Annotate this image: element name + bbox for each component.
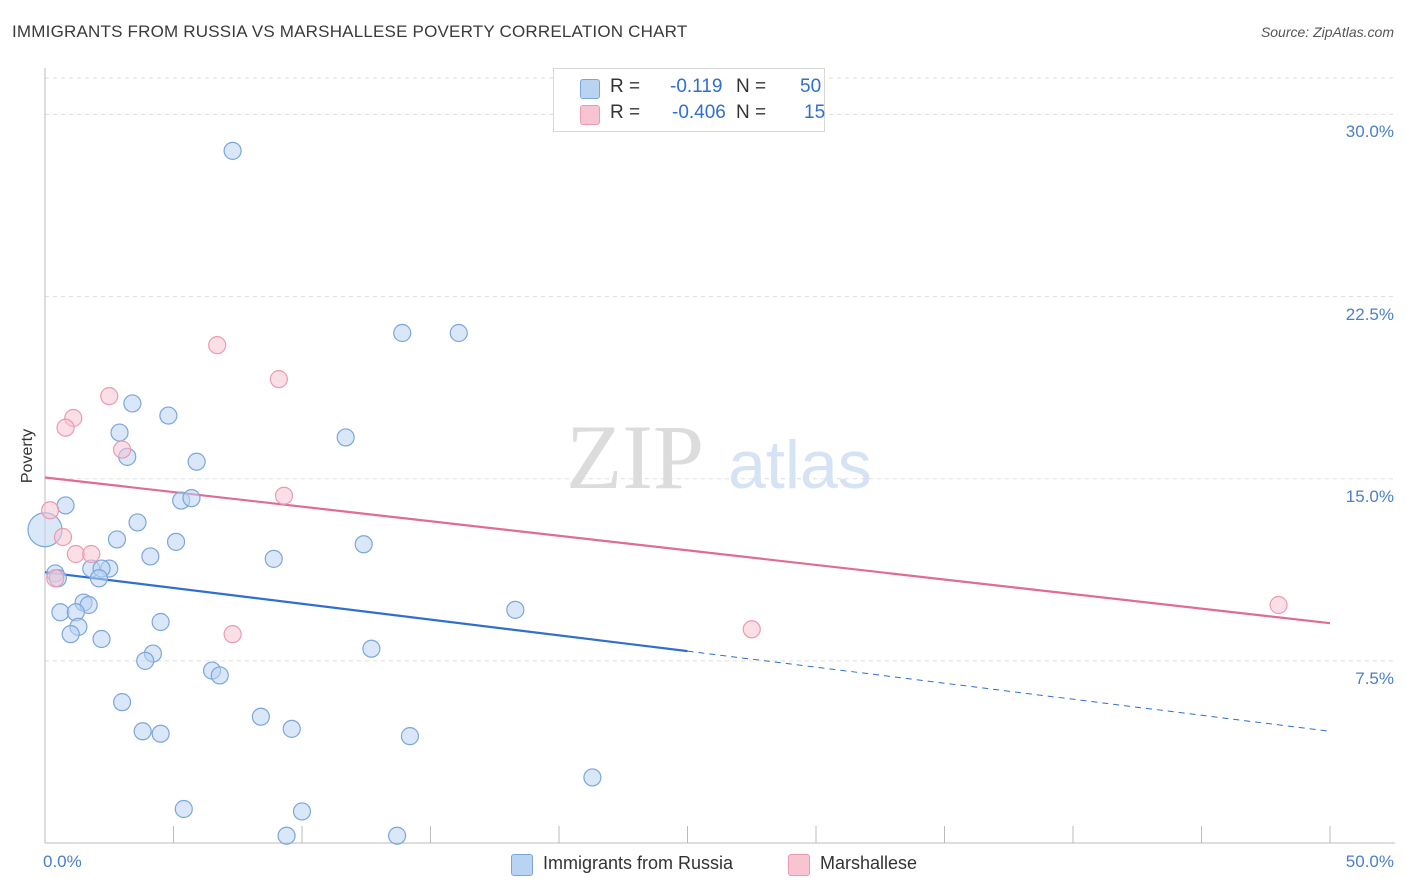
point-marshallese	[269, 370, 288, 389]
point-russia	[136, 651, 155, 670]
stats-r-value: -0.406	[672, 102, 726, 123]
stats-n-label: N =	[736, 102, 767, 123]
point-russia	[166, 532, 186, 551]
trend-line-russia-extension	[687, 650, 1331, 732]
point-russia	[61, 625, 80, 644]
point-russia	[107, 530, 127, 549]
y-tick-label: 22.5%	[1345, 304, 1394, 324]
y-tick-label: 15.0%	[1345, 486, 1394, 506]
point-russia	[151, 612, 170, 632]
point-layer	[27, 141, 1288, 845]
stats-r-label: R =	[610, 76, 641, 97]
point-marshallese	[223, 625, 242, 644]
stats-r-label: R =	[610, 102, 641, 123]
point-russia	[393, 323, 412, 343]
point-russia	[506, 600, 525, 619]
chart-title: IMMIGRANTS FROM RUSSIA VS MARSHALLESE PO…	[12, 22, 688, 41]
point-russia	[210, 666, 229, 685]
chart-source: Source: ZipAtlas.com	[1260, 24, 1394, 40]
point-marshallese	[208, 336, 227, 355]
point-russia	[151, 724, 170, 743]
point-marshallese	[1269, 595, 1288, 615]
axis-layer	[44, 68, 1395, 844]
point-marshallese	[41, 501, 60, 520]
point-marshallese	[56, 418, 75, 437]
stats-swatch-marshallese	[580, 105, 600, 125]
point-russia	[400, 727, 420, 746]
point-russia	[56, 496, 75, 515]
point-marshallese	[66, 544, 85, 564]
point-russia	[92, 629, 111, 649]
legend-label-marshallese: Marshallese	[820, 853, 918, 873]
point-russia	[89, 569, 109, 588]
point-russia	[123, 394, 142, 413]
stats-r-value: -0.119	[670, 76, 723, 97]
point-russia	[159, 406, 178, 425]
point-russia	[264, 549, 283, 568]
trend-line-russia	[44, 571, 688, 653]
point-marshallese	[274, 486, 294, 505]
point-russia	[277, 826, 296, 845]
legend-label-russia: Immigrants from Russia	[543, 853, 734, 873]
point-russia	[182, 489, 201, 508]
point-marshallese	[112, 440, 132, 459]
watermark-zip: ZIP	[566, 406, 704, 508]
stats-n-value: 15	[804, 102, 826, 123]
watermark-atlas: atlas	[728, 427, 872, 503]
point-russia	[112, 693, 132, 712]
point-russia	[583, 768, 602, 787]
point-russia	[110, 423, 129, 442]
trend-layer	[44, 476, 1331, 732]
bottom-legend: Immigrants from Russia Marshallese	[0, 852, 1406, 878]
point-russia	[51, 603, 70, 622]
point-russia	[141, 547, 160, 566]
stats-n-label: N =	[736, 76, 767, 97]
point-russia	[251, 707, 270, 726]
point-marshallese	[46, 569, 65, 588]
y-tick-label: 30.0%	[1345, 122, 1394, 142]
x-tick-label: 50.0%	[1345, 852, 1394, 871]
point-marshallese	[53, 527, 73, 547]
point-russia	[133, 722, 152, 741]
y-tick-label: 7.5%	[1355, 668, 1394, 688]
point-russia	[187, 452, 206, 471]
point-russia	[223, 141, 242, 160]
point-russia	[336, 428, 355, 447]
legend-swatch-marshallese	[788, 854, 810, 876]
point-russia	[362, 639, 381, 658]
point-russia	[354, 535, 373, 554]
grid-layer	[45, 77, 1395, 662]
stats-n-value: 50	[800, 76, 822, 97]
x-tick-label: 0.0%	[43, 852, 82, 871]
point-marshallese	[100, 387, 119, 406]
trend-line-marshallese	[44, 476, 1331, 625]
point-marshallese	[82, 544, 101, 564]
point-russia	[449, 323, 468, 343]
point-russia	[292, 802, 312, 821]
legend-swatch-russia	[511, 854, 533, 876]
y-axis-label: Poverty	[19, 428, 36, 484]
point-russia	[128, 513, 147, 532]
point-russia	[387, 826, 407, 845]
point-marshallese	[742, 620, 761, 639]
point-russia	[174, 799, 193, 819]
watermark: ZIP atlas	[566, 406, 872, 508]
point-russia	[282, 719, 301, 738]
stats-legend: R = -0.119 N = 50 R = -0.406 N = 15	[553, 68, 825, 132]
stats-swatch-russia	[580, 79, 600, 99]
